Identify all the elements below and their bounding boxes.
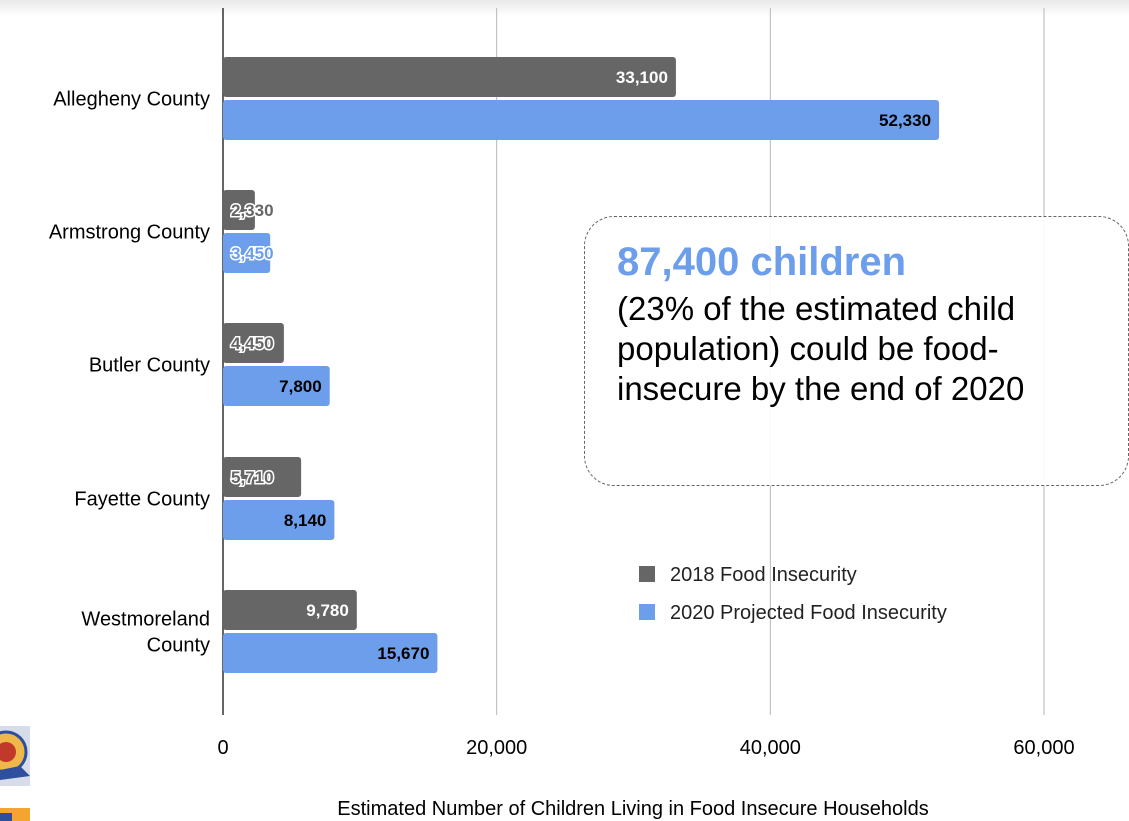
bar-value-label: 8,140 [284, 511, 327, 530]
bar-value-label: 33,100 [616, 68, 668, 87]
callout-body: (23% of the estimated child population) … [617, 290, 1025, 407]
category-label: Fayette County [74, 489, 210, 511]
partner-logo-icon [0, 808, 30, 821]
bar-value-label: 4,450 [231, 334, 274, 353]
category-label: Allegheny County [53, 89, 210, 111]
bar-value-label: 5,710 [231, 468, 274, 487]
legend-swatch [639, 566, 655, 582]
legend-label: 2018 Food Insecurity [670, 564, 857, 586]
category-label: Armstrong County [49, 222, 210, 244]
x-tick-label: 40,000 [740, 737, 801, 759]
bar [223, 323, 284, 363]
bar [223, 633, 438, 673]
legend-label: 2020 Projected Food Insecurity [670, 602, 947, 624]
bar [223, 233, 271, 273]
bar-value-label: 7,800 [279, 377, 322, 396]
callout-headline: 87,400 children [617, 240, 907, 284]
bar [223, 366, 330, 406]
legend: 2018 Food Insecurity 2020 Projected Food … [639, 564, 947, 624]
bar-value-label: 2,330 [231, 201, 274, 220]
bar-value-label: 9,780 [306, 601, 349, 620]
category-label: Butler County [89, 355, 210, 377]
top-shadow [0, 0, 1129, 16]
x-tick-label: 20,000 [466, 737, 527, 759]
callout-box: 87,400 children (23% of the estimated ch… [584, 216, 1129, 486]
legend-swatch [639, 604, 655, 620]
bar [223, 57, 676, 97]
bar [223, 100, 940, 140]
bar-value-label: 3,450 [231, 244, 274, 263]
bar [223, 500, 335, 540]
category-label: Westmoreland [81, 609, 210, 631]
category-label: County [147, 635, 210, 657]
bar [223, 457, 302, 497]
logo-icon [0, 726, 30, 786]
bar [223, 190, 255, 230]
bar-value-label: 52,330 [879, 111, 931, 130]
bar [223, 590, 357, 630]
x-axis-label: Estimated Number of Children Living in F… [337, 798, 928, 820]
x-tick-label: 60,000 [1013, 737, 1074, 759]
x-tick-label: 0 [217, 737, 228, 759]
bar-value-label: 15,670 [377, 644, 429, 663]
